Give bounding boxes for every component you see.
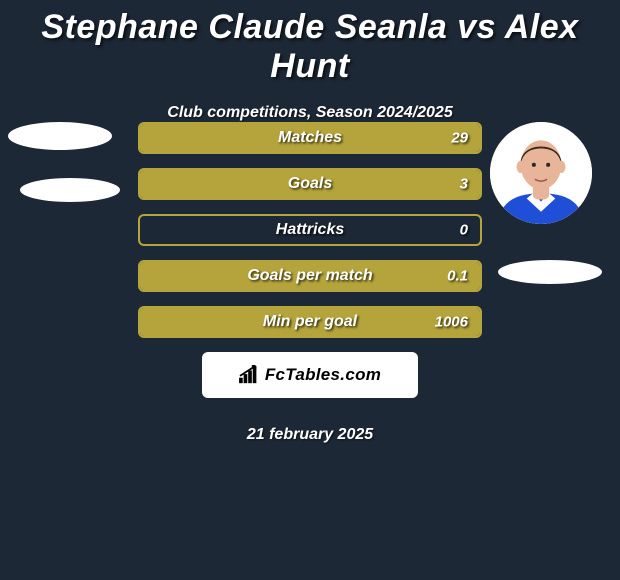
bar-label: Matches [278,129,342,147]
left-player-ellipse-2 [20,178,120,202]
bar-row: Goals per match 0.1 [138,260,482,292]
page-title: Stephane Claude Seanla vs Alex Hunt [0,0,620,86]
bar-value: 29 [451,130,468,147]
avatar-svg [490,122,592,224]
logo-text: FcTables.com [265,365,381,385]
bar-label: Goals [288,175,332,193]
stats-bars: Matches 29 Goals 3 Hattricks 0 Goals per… [138,122,482,352]
bar-row: Hattricks 0 [138,214,482,246]
bar-label: Goals per match [247,267,372,285]
bar-value: 1006 [435,314,468,331]
right-player-avatar [490,122,592,224]
left-player-ellipse-1 [8,122,112,150]
right-player-ellipse [498,260,602,284]
bar-row: Matches 29 [138,122,482,154]
bar-label: Min per goal [263,313,357,331]
date-text: 21 february 2025 [0,426,620,444]
bar-row: Goals 3 [138,168,482,200]
logo-bars-icon [239,365,261,385]
bar-row: Min per goal 1006 [138,306,482,338]
logo-box: FcTables.com [202,352,418,398]
bar-value: 0 [460,222,468,239]
bar-value: 3 [460,176,468,193]
page-subtitle: Club competitions, Season 2024/2025 [0,104,620,122]
bar-label: Hattricks [276,221,344,239]
bar-value: 0.1 [447,268,468,285]
